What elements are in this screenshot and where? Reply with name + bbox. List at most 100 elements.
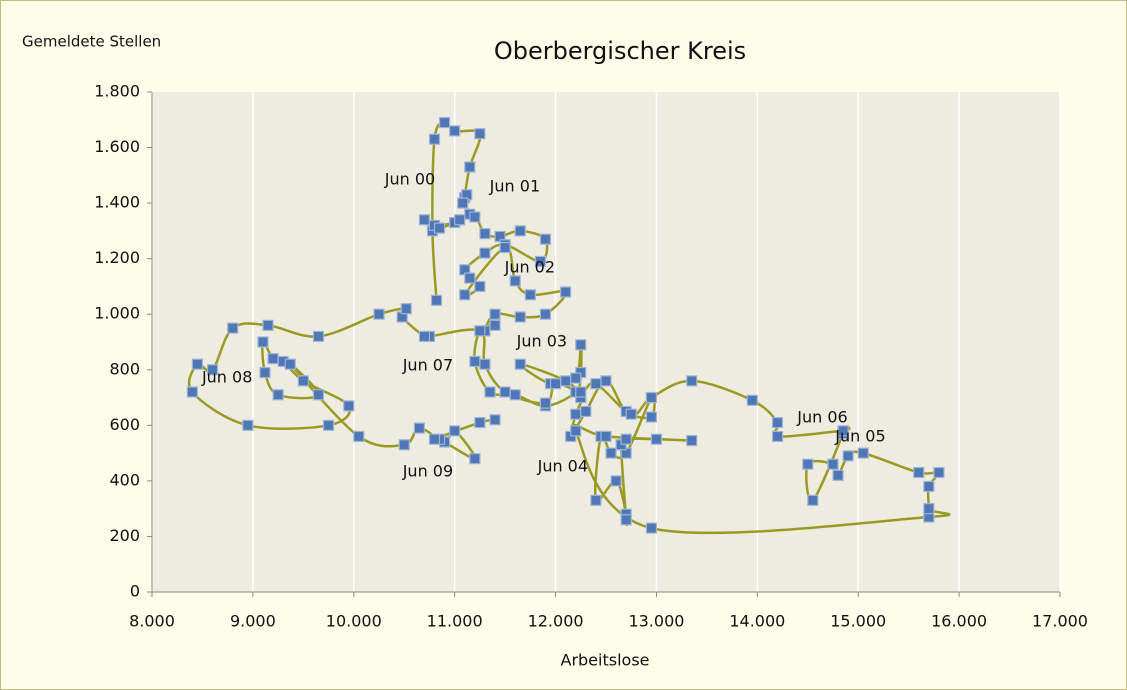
point	[312, 389, 325, 401]
point	[625, 408, 637, 420]
point	[322, 419, 335, 431]
point	[400, 303, 412, 315]
x-axis-label: Arbeitslose	[561, 651, 650, 670]
y-tick-label: 1.200	[94, 248, 140, 267]
point	[353, 430, 365, 443]
point	[514, 311, 526, 323]
x-tick-label: 17.000	[1032, 612, 1088, 631]
annotation: Jun 08	[201, 368, 252, 387]
y-tick-label: 600	[109, 415, 140, 434]
point	[430, 294, 443, 306]
point	[499, 241, 511, 254]
point	[514, 225, 526, 237]
point	[539, 397, 552, 409]
point	[479, 247, 491, 259]
point	[257, 336, 269, 348]
point	[418, 214, 430, 226]
x-tick-label: 8.000	[129, 612, 175, 631]
annotation: Jun 06	[796, 408, 847, 427]
point	[807, 494, 819, 506]
point	[489, 308, 501, 320]
annotation: Jun 02	[504, 258, 555, 277]
point	[771, 416, 784, 429]
point	[539, 308, 552, 320]
point	[373, 308, 385, 320]
point	[489, 319, 501, 331]
point	[590, 494, 602, 506]
point	[746, 394, 758, 406]
annotation: Jun 07	[402, 355, 453, 374]
point	[650, 433, 663, 445]
y-tick-label: 400	[109, 470, 140, 489]
y-tick-label: 1.600	[94, 137, 140, 156]
annotation: Jun 09	[402, 462, 453, 481]
point	[259, 366, 271, 379]
point	[449, 125, 461, 137]
point	[842, 450, 854, 462]
point	[459, 289, 471, 301]
point	[605, 447, 617, 459]
point	[499, 386, 511, 398]
point	[262, 319, 274, 331]
point	[580, 405, 592, 418]
point	[913, 466, 925, 479]
point	[479, 228, 491, 240]
annotation: Jun 03	[516, 332, 567, 351]
point	[923, 480, 935, 493]
point	[933, 466, 945, 479]
annotation: Jun 05	[834, 427, 885, 446]
point	[600, 430, 612, 443]
point	[832, 469, 844, 481]
point	[539, 233, 552, 245]
point	[191, 358, 203, 370]
point	[827, 458, 839, 470]
point	[610, 475, 622, 487]
x-tick-label: 16.000	[931, 612, 987, 631]
x-tick-label: 11.000	[427, 612, 483, 631]
annotation: Jun 01	[489, 177, 540, 196]
point	[534, 255, 547, 268]
point	[802, 458, 814, 470]
point	[645, 411, 658, 423]
x-tick-label: 12.000	[528, 612, 584, 631]
point	[272, 389, 284, 401]
point	[509, 389, 521, 401]
point	[474, 325, 486, 337]
point	[464, 272, 476, 284]
y-tick-label: 200	[109, 526, 140, 545]
point	[343, 400, 355, 412]
chart-title: Oberbergischer Kreis	[494, 37, 746, 65]
y-axis-label: Gemeldete Stellen	[22, 33, 161, 51]
point	[457, 197, 469, 209]
point	[686, 435, 698, 447]
point	[297, 375, 309, 387]
point	[645, 391, 658, 404]
point	[474, 280, 486, 293]
point	[206, 364, 219, 376]
point	[469, 355, 481, 368]
point	[484, 386, 496, 398]
point	[570, 425, 582, 437]
point	[857, 447, 869, 459]
point	[186, 386, 198, 398]
point	[449, 425, 461, 437]
point	[590, 378, 602, 390]
point	[479, 358, 491, 370]
plot-area	[152, 92, 1060, 592]
point	[284, 358, 296, 370]
y-tick-label: 0	[130, 582, 140, 601]
x-tick-label: 15.000	[830, 612, 886, 631]
y-tick-label: 800	[109, 359, 140, 378]
point	[575, 339, 587, 351]
point	[600, 375, 612, 387]
point	[312, 330, 325, 343]
point	[418, 330, 430, 343]
point	[428, 133, 441, 145]
point	[570, 372, 582, 384]
point	[570, 408, 582, 420]
point	[560, 286, 572, 298]
point	[560, 375, 572, 387]
y-tick-label: 1.800	[94, 82, 140, 101]
point	[433, 222, 446, 234]
